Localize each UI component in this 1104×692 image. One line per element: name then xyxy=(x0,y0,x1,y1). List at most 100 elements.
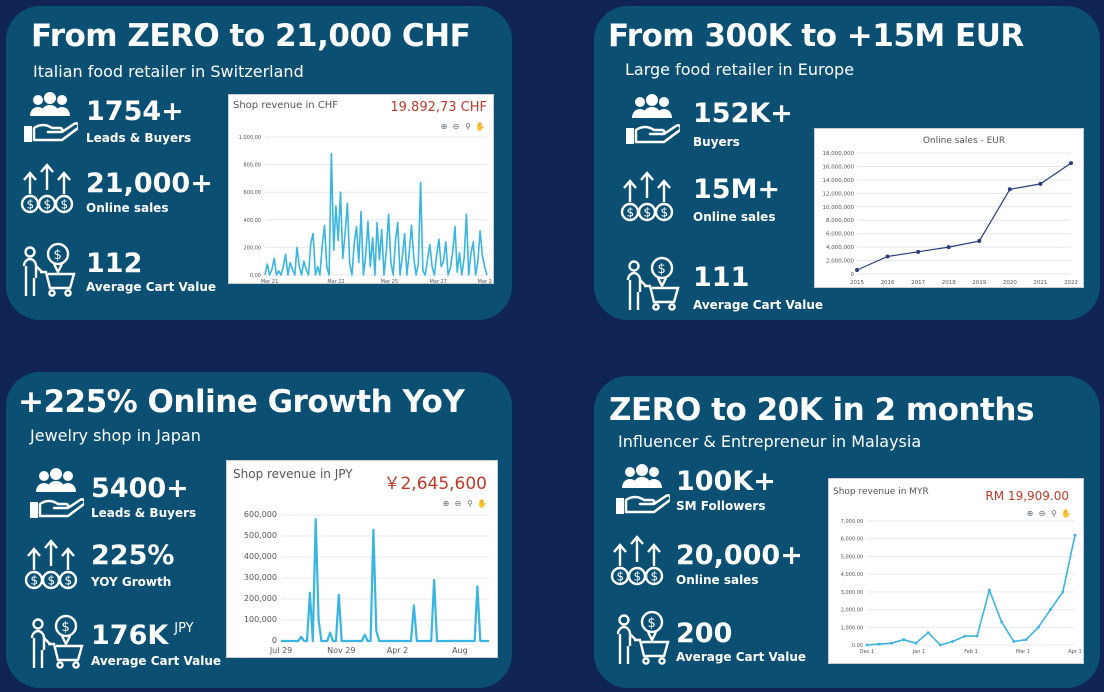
x-tick-label: 2016 xyxy=(881,280,895,286)
chart-title: Online sales - EUR xyxy=(923,136,1005,146)
x-tick-label: 2020 xyxy=(1003,280,1017,286)
pan-hand-icon[interactable]: ✋ xyxy=(1061,509,1071,518)
y-tick-label: 800,00 xyxy=(244,163,262,169)
svg-text:$: $ xyxy=(31,574,39,588)
stat-label: Leads & Buyers xyxy=(86,131,192,145)
zoom-out-icon[interactable]: ⊖ xyxy=(454,499,462,508)
y-tick-label: 10,000,000 xyxy=(823,205,855,211)
stat-value-number: 176K xyxy=(91,620,169,651)
y-tick-label: 4,000,000 xyxy=(826,245,854,251)
revenue-chart-myr: 7,000.00 6,000.00 5,000.00 4,000.00 3,000.00… xyxy=(841,519,1082,655)
money-growth-icon: $ $ $ xyxy=(608,532,666,592)
stat-value: 176K JPY xyxy=(91,620,194,651)
series-line xyxy=(264,152,488,276)
zoom-out-icon[interactable]: ⊖ xyxy=(452,122,460,131)
svg-text:$: $ xyxy=(54,248,62,263)
y-tick-label: 100,000 xyxy=(244,615,277,624)
magnify-icon[interactable]: ⚲ xyxy=(465,122,471,131)
data-point xyxy=(1000,620,1003,624)
data-point xyxy=(946,245,951,250)
y-tick-label: 600,000 xyxy=(244,510,277,519)
x-tick-label: 2019 xyxy=(972,280,986,286)
stat-value: 15M+ xyxy=(693,174,781,205)
data-point xyxy=(865,643,869,647)
shopper-cart-icon: $ xyxy=(614,610,672,670)
x-tick-label: Feb 1 xyxy=(964,649,978,655)
svg-text:$: $ xyxy=(62,620,70,635)
y-tick-label: 2,000,000 xyxy=(826,259,854,265)
stat-value: 225% xyxy=(91,540,175,571)
data-point xyxy=(890,641,893,645)
y-tick-label: 0 xyxy=(272,636,277,645)
x-tick-label: Jan 1 xyxy=(912,649,925,655)
x-tick-label: Aug xyxy=(452,646,468,655)
data-point xyxy=(877,642,881,646)
x-tick-label: Mar 1 xyxy=(1016,649,1030,655)
y-tick-label: 3,000.00 xyxy=(841,590,863,596)
y-tick-label: 6,000,000 xyxy=(826,232,854,238)
x-tick-label: 2018 xyxy=(942,280,956,286)
data-point xyxy=(916,249,921,254)
data-point xyxy=(1038,181,1043,186)
stat-label: Leads & Buyers xyxy=(91,506,197,520)
y-tick-label: 16,000,000 xyxy=(823,164,855,170)
card-subtitle: Large food retailer in Europe xyxy=(625,60,855,79)
x-tick-label: Mar 25 xyxy=(381,279,398,284)
series-line xyxy=(856,162,1072,271)
data-point xyxy=(1007,187,1012,192)
stat-label: Online sales xyxy=(693,210,776,224)
online-sales-chart-eur: Online sales - EUR 18,000,000 16,000,000 14… xyxy=(823,136,1079,286)
pan-hand-icon[interactable]: ✋ xyxy=(477,499,487,508)
x-tick-label: Jul 29 xyxy=(269,646,292,655)
x-tick-label: 2017 xyxy=(911,280,925,286)
y-tick-label: 8,000,000 xyxy=(826,218,854,224)
y-tick-label: 0,00 xyxy=(250,273,261,279)
data-point xyxy=(1012,640,1016,643)
svg-text:$: $ xyxy=(627,206,635,220)
revenue-chart-chf: 1.000,00800,00600,00400,00200,000,00Mar … xyxy=(239,135,492,284)
panel-title: Shop revenue in JPY xyxy=(233,467,353,481)
stat-value: 5400+ xyxy=(91,473,189,504)
data-point xyxy=(977,239,982,244)
y-tick-label: 12,000,000 xyxy=(823,191,855,197)
stat-value: 152K+ xyxy=(693,98,793,129)
zoom-in-icon[interactable]: ⊕ xyxy=(440,122,448,131)
svg-text:$: $ xyxy=(658,262,666,277)
data-point xyxy=(914,641,918,645)
magnify-icon[interactable]: ⚲ xyxy=(467,499,473,508)
x-tick-label: Nov 29 xyxy=(327,646,355,655)
svg-text:$: $ xyxy=(617,570,625,584)
shopper-cart-icon: $ xyxy=(624,256,682,316)
hand-people-icon xyxy=(28,468,86,524)
card-subtitle: Italian food retailer in Switzerland xyxy=(33,62,304,81)
data-point xyxy=(926,631,930,634)
data-point xyxy=(1069,161,1073,166)
svg-text:$: $ xyxy=(648,616,656,631)
stat-value: 112 xyxy=(86,248,143,279)
magnify-icon[interactable]: ⚲ xyxy=(1051,509,1057,518)
y-tick-label: 7,000.00 xyxy=(841,519,863,525)
pan-hand-icon[interactable]: ✋ xyxy=(475,122,485,131)
svg-text:$: $ xyxy=(48,574,56,588)
stat-value: 20,000+ xyxy=(676,540,803,571)
y-tick-label: 200,00 xyxy=(244,245,262,251)
stat-value: 200 xyxy=(676,618,733,649)
data-point xyxy=(939,643,942,647)
y-tick-label: 500,000 xyxy=(244,531,277,540)
y-tick-label: 18,000,000 xyxy=(823,151,855,157)
hand-people-icon xyxy=(22,92,80,148)
money-growth-icon: $ $ $ xyxy=(22,536,80,596)
data-point xyxy=(975,634,979,638)
data-point xyxy=(902,638,906,642)
x-tick-label: Apr 2 xyxy=(387,646,408,655)
stat-value-unit: JPY xyxy=(174,621,194,636)
y-tick-label: 2,000.00 xyxy=(841,608,863,614)
svg-text:$: $ xyxy=(644,206,652,220)
y-tick-label: 0.00 xyxy=(852,643,863,649)
zoom-out-icon[interactable]: ⊖ xyxy=(1038,509,1046,518)
zoom-in-icon[interactable]: ⊕ xyxy=(442,499,450,508)
y-tick-label: 4,000.00 xyxy=(841,572,863,578)
zoom-in-icon[interactable]: ⊕ xyxy=(1026,509,1034,518)
stat-label: Average Cart Value xyxy=(86,280,217,294)
x-tick-label: Mar 22 xyxy=(327,279,344,284)
